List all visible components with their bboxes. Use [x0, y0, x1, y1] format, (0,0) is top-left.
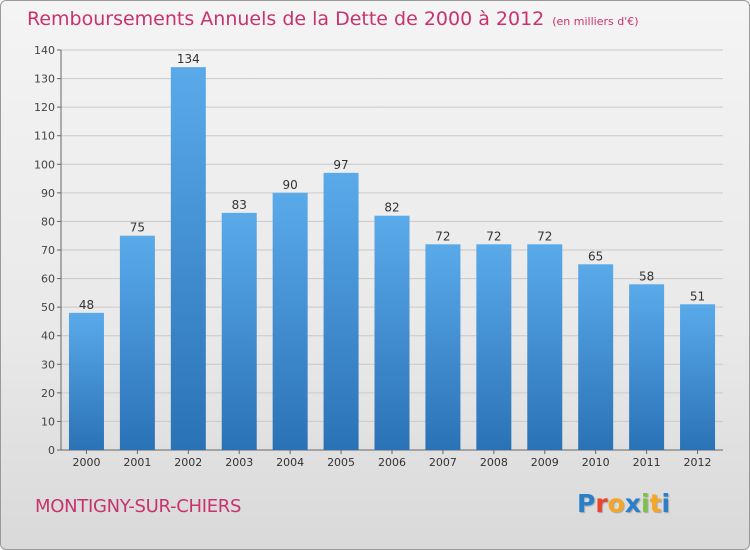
x-tick-label: 2003: [225, 456, 253, 469]
data-label: 51: [690, 289, 705, 303]
x-tick-label: 2012: [684, 456, 712, 469]
logo-letter: o: [607, 489, 625, 518]
x-tick-label: 2002: [174, 456, 202, 469]
y-tick-label: 60: [41, 273, 55, 286]
y-tick-label: 30: [41, 358, 55, 371]
bar: [680, 304, 716, 450]
chart-title-text: Remboursements Annuels de la Dette de 20…: [27, 8, 545, 30]
bar: [527, 244, 563, 450]
x-tick-label: 2007: [429, 456, 457, 469]
logo-letter: i: [661, 489, 671, 518]
data-label: 72: [537, 229, 552, 243]
data-label: 83: [232, 198, 247, 212]
y-tick-label: 50: [41, 301, 55, 314]
y-tick-label: 80: [41, 215, 55, 228]
logo-letter: P: [577, 489, 596, 518]
x-tick-label: 2008: [480, 456, 508, 469]
y-tick-label: 70: [41, 244, 55, 257]
x-axis: 2000 2001 2002 2003 2004 2005 2006 2007 2008 2009…: [72, 450, 712, 469]
y-tick-label: 110: [34, 130, 55, 143]
bar: [476, 244, 512, 450]
x-tick-label: 2010: [582, 456, 610, 469]
data-label: 82: [384, 201, 399, 215]
bar: [68, 312, 104, 450]
bar: [425, 244, 461, 450]
x-tick-label: 2001: [123, 456, 151, 469]
data-label: 134: [177, 52, 200, 66]
x-tick-label: 2005: [327, 456, 355, 469]
data-label: 65: [588, 249, 603, 263]
logo-letter: i: [641, 489, 650, 518]
y-tick-label: 40: [41, 330, 55, 343]
data-label: 72: [486, 229, 501, 243]
bar: [374, 215, 410, 450]
data-label: 90: [283, 178, 298, 192]
y-tick-label: 120: [34, 101, 55, 114]
data-label: 48: [79, 298, 94, 312]
bar: [221, 212, 257, 450]
x-tick-label: 2006: [378, 456, 406, 469]
x-tick-label: 2011: [633, 456, 661, 469]
bar: [170, 67, 206, 451]
y-tick-label: 0: [48, 444, 55, 457]
bar: [578, 264, 614, 450]
y-tick-label: 90: [41, 187, 55, 200]
x-tick-label: 2009: [531, 456, 559, 469]
logo-letter: t: [649, 489, 662, 518]
logo-letter: r: [595, 489, 608, 518]
data-label: 75: [130, 221, 145, 235]
proxiti-logo: Proxiti: [577, 489, 670, 518]
data-label: 72: [435, 229, 450, 243]
data-label: 97: [333, 158, 348, 172]
location-name: MONTIGNY-SUR-CHIERS: [35, 496, 242, 517]
y-tick-label: 130: [34, 73, 55, 86]
bar: [629, 284, 665, 450]
data-label: 58: [639, 269, 654, 283]
y-tick-label: 100: [34, 158, 55, 171]
bar: [119, 235, 155, 450]
y-tick-label: 10: [41, 415, 55, 428]
x-tick-label: 2000: [72, 456, 100, 469]
chart-title: Remboursements Annuels de la Dette de 20…: [27, 8, 639, 30]
chart-unit: (en milliers d'€): [552, 15, 639, 28]
y-tick-label: 20: [41, 387, 55, 400]
x-tick-label: 2004: [276, 456, 304, 469]
bars: 48 75 134 83 90 97 82 72 72 72 65 58 51: [68, 52, 716, 451]
bar: [323, 172, 359, 450]
y-tick-label: 140: [34, 44, 55, 57]
bar: [272, 192, 308, 450]
logo-letter: x: [624, 489, 641, 518]
